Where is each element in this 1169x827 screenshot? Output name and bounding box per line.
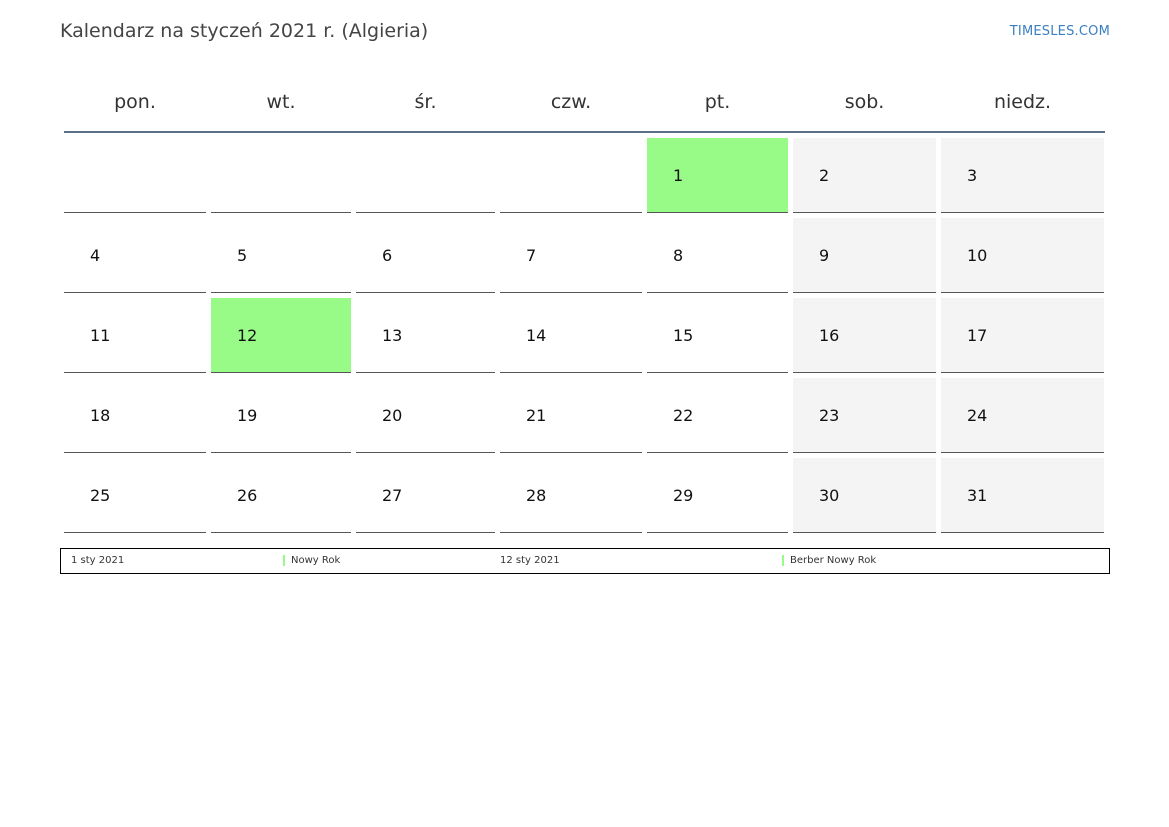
day-cell: 28 bbox=[500, 458, 642, 533]
holiday-legend: 1 sty 2021 Nowy Rok 12 sty 2021 Berber N… bbox=[60, 548, 1110, 574]
legend-color-swatch bbox=[283, 555, 285, 566]
weekday-header: pt. bbox=[704, 90, 731, 113]
day-cell: 20 bbox=[356, 378, 495, 453]
day-cell: 27 bbox=[356, 458, 495, 533]
calendar-weeks: 1 2 3 4 5 6 7 8 9 10 11 12 13 14 15 16 17 18 19 20 21 22 23 24 2… bbox=[64, 138, 1105, 533]
day-cell: 30 bbox=[793, 458, 936, 533]
day-cell: 3 bbox=[941, 138, 1104, 213]
day-cell: 4 bbox=[64, 218, 206, 293]
calendar-week-row: 25 26 27 28 29 30 31 bbox=[64, 458, 1105, 533]
calendar-week-row: 18 19 20 21 22 23 24 bbox=[64, 378, 1105, 453]
day-cell: 1 bbox=[647, 138, 788, 213]
day-cell: 8 bbox=[647, 218, 788, 293]
day-cell: 25 bbox=[64, 458, 206, 533]
calendar-week-row: 11 12 13 14 15 16 17 bbox=[64, 298, 1105, 373]
empty-day-cell bbox=[500, 138, 642, 213]
day-cell: 19 bbox=[211, 378, 351, 453]
day-cell: 26 bbox=[211, 458, 351, 533]
legend-color-swatch bbox=[782, 555, 784, 566]
weekday-header: niedz. bbox=[993, 90, 1052, 113]
page-title: Kalendarz na styczeń 2021 r. (Algieria) bbox=[60, 20, 429, 42]
day-cell: 5 bbox=[211, 218, 351, 293]
day-cell: 31 bbox=[941, 458, 1104, 533]
day-cell: 22 bbox=[647, 378, 788, 453]
day-cell: 6 bbox=[356, 218, 495, 293]
day-cell: 17 bbox=[941, 298, 1104, 373]
day-cell: 12 bbox=[211, 298, 351, 373]
weekday-header: czw. bbox=[550, 90, 592, 113]
day-cell: 24 bbox=[941, 378, 1104, 453]
weekday-header: wt. bbox=[266, 90, 296, 113]
day-cell: 18 bbox=[64, 378, 206, 453]
day-cell: 11 bbox=[64, 298, 206, 373]
day-cell: 14 bbox=[500, 298, 642, 373]
day-cell: 13 bbox=[356, 298, 495, 373]
empty-day-cell bbox=[211, 138, 351, 213]
day-cell: 21 bbox=[500, 378, 642, 453]
day-cell: 10 bbox=[941, 218, 1104, 293]
legend-date: 1 sty 2021 bbox=[71, 555, 125, 566]
calendar-grid: pon. wt. śr. czw. pt. sob. niedz. 1 2 3 4 5 6 7 8 9 10 1… bbox=[64, 72, 1105, 533]
legend-holiday-name: Berber Nowy Rok bbox=[790, 555, 877, 566]
day-cell: 9 bbox=[793, 218, 936, 293]
weekday-header: pon. bbox=[114, 90, 156, 113]
day-cell: 7 bbox=[500, 218, 642, 293]
day-cell: 23 bbox=[793, 378, 936, 453]
empty-day-cell bbox=[356, 138, 495, 213]
legend-holiday-name: Nowy Rok bbox=[291, 555, 341, 566]
legend-date: 12 sty 2021 bbox=[500, 555, 560, 566]
day-cell: 2 bbox=[793, 138, 936, 213]
calendar-week-row: 4 5 6 7 8 9 10 bbox=[64, 218, 1105, 293]
site-link[interactable]: TIMESLES.COM bbox=[1009, 24, 1110, 39]
day-cell: 15 bbox=[647, 298, 788, 373]
day-cell: 29 bbox=[647, 458, 788, 533]
weekday-header: śr. bbox=[414, 90, 437, 113]
weekday-header: sob. bbox=[844, 90, 885, 113]
day-cell: 16 bbox=[793, 298, 936, 373]
empty-day-cell bbox=[64, 138, 206, 213]
weekday-header-row: pon. wt. śr. czw. pt. sob. niedz. bbox=[64, 72, 1105, 133]
